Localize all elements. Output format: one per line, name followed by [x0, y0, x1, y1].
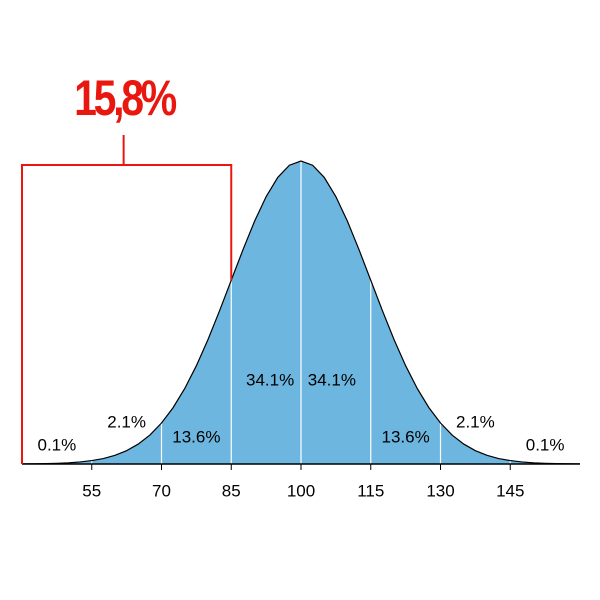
region-label: 2.1%	[456, 412, 495, 431]
curve	[21, 160, 581, 465]
highlight-bracket	[21, 164, 233, 464]
x-tick-label: 145	[496, 481, 524, 500]
region-label: 13.6%	[382, 427, 430, 446]
x-tick-label: 55	[82, 481, 101, 500]
x-tick-label: 130	[426, 481, 454, 500]
region-label: 2.1%	[107, 412, 146, 431]
region-label: 34.1%	[308, 370, 356, 389]
x-tick-label: 70	[152, 481, 171, 500]
highlight-label: 15,8%	[74, 70, 177, 126]
region-label: 0.1%	[526, 435, 565, 454]
region-label: 34.1%	[246, 370, 294, 389]
x-tick-label: 100	[287, 481, 315, 500]
x-tick-label: 85	[222, 481, 241, 500]
region-label: 13.6%	[172, 427, 220, 446]
x-tick-label: 115	[357, 481, 384, 500]
region-label: 0.1%	[38, 435, 77, 454]
